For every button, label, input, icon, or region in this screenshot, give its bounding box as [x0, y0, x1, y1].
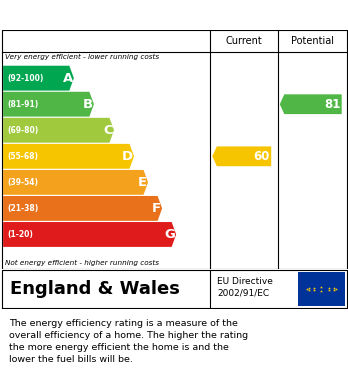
- FancyBboxPatch shape: [298, 272, 345, 306]
- Text: EU Directive
2002/91/EC: EU Directive 2002/91/EC: [217, 276, 273, 298]
- Text: (81-91): (81-91): [7, 100, 39, 109]
- Text: E: E: [138, 176, 147, 189]
- Polygon shape: [3, 66, 74, 91]
- Text: Very energy efficient - lower running costs: Very energy efficient - lower running co…: [5, 54, 159, 60]
- Polygon shape: [3, 196, 162, 221]
- Text: Potential: Potential: [292, 36, 334, 46]
- Polygon shape: [3, 144, 134, 169]
- Polygon shape: [3, 118, 114, 143]
- Text: Not energy efficient - higher running costs: Not energy efficient - higher running co…: [5, 260, 159, 266]
- Text: C: C: [103, 124, 113, 137]
- Polygon shape: [3, 92, 94, 117]
- Text: F: F: [152, 202, 161, 215]
- Polygon shape: [280, 94, 342, 114]
- Text: D: D: [122, 150, 133, 163]
- Text: G: G: [164, 228, 175, 241]
- Text: (92-100): (92-100): [7, 74, 44, 83]
- Text: England & Wales: England & Wales: [10, 280, 180, 298]
- Text: Energy Efficiency Rating: Energy Efficiency Rating: [9, 7, 230, 23]
- Text: (69-80): (69-80): [7, 126, 39, 135]
- Text: (39-54): (39-54): [7, 178, 38, 187]
- Polygon shape: [3, 170, 148, 195]
- Text: Current: Current: [226, 36, 262, 46]
- Polygon shape: [3, 222, 176, 247]
- Polygon shape: [212, 146, 271, 166]
- Text: B: B: [83, 98, 93, 111]
- Text: (1-20): (1-20): [7, 230, 33, 239]
- Text: 60: 60: [253, 150, 270, 163]
- Text: A: A: [63, 72, 73, 85]
- Text: 81: 81: [324, 98, 340, 111]
- Text: (21-38): (21-38): [7, 204, 39, 213]
- Text: (55-68): (55-68): [7, 152, 38, 161]
- Text: The energy efficiency rating is a measure of the
overall efficiency of a home. T: The energy efficiency rating is a measur…: [9, 319, 248, 364]
